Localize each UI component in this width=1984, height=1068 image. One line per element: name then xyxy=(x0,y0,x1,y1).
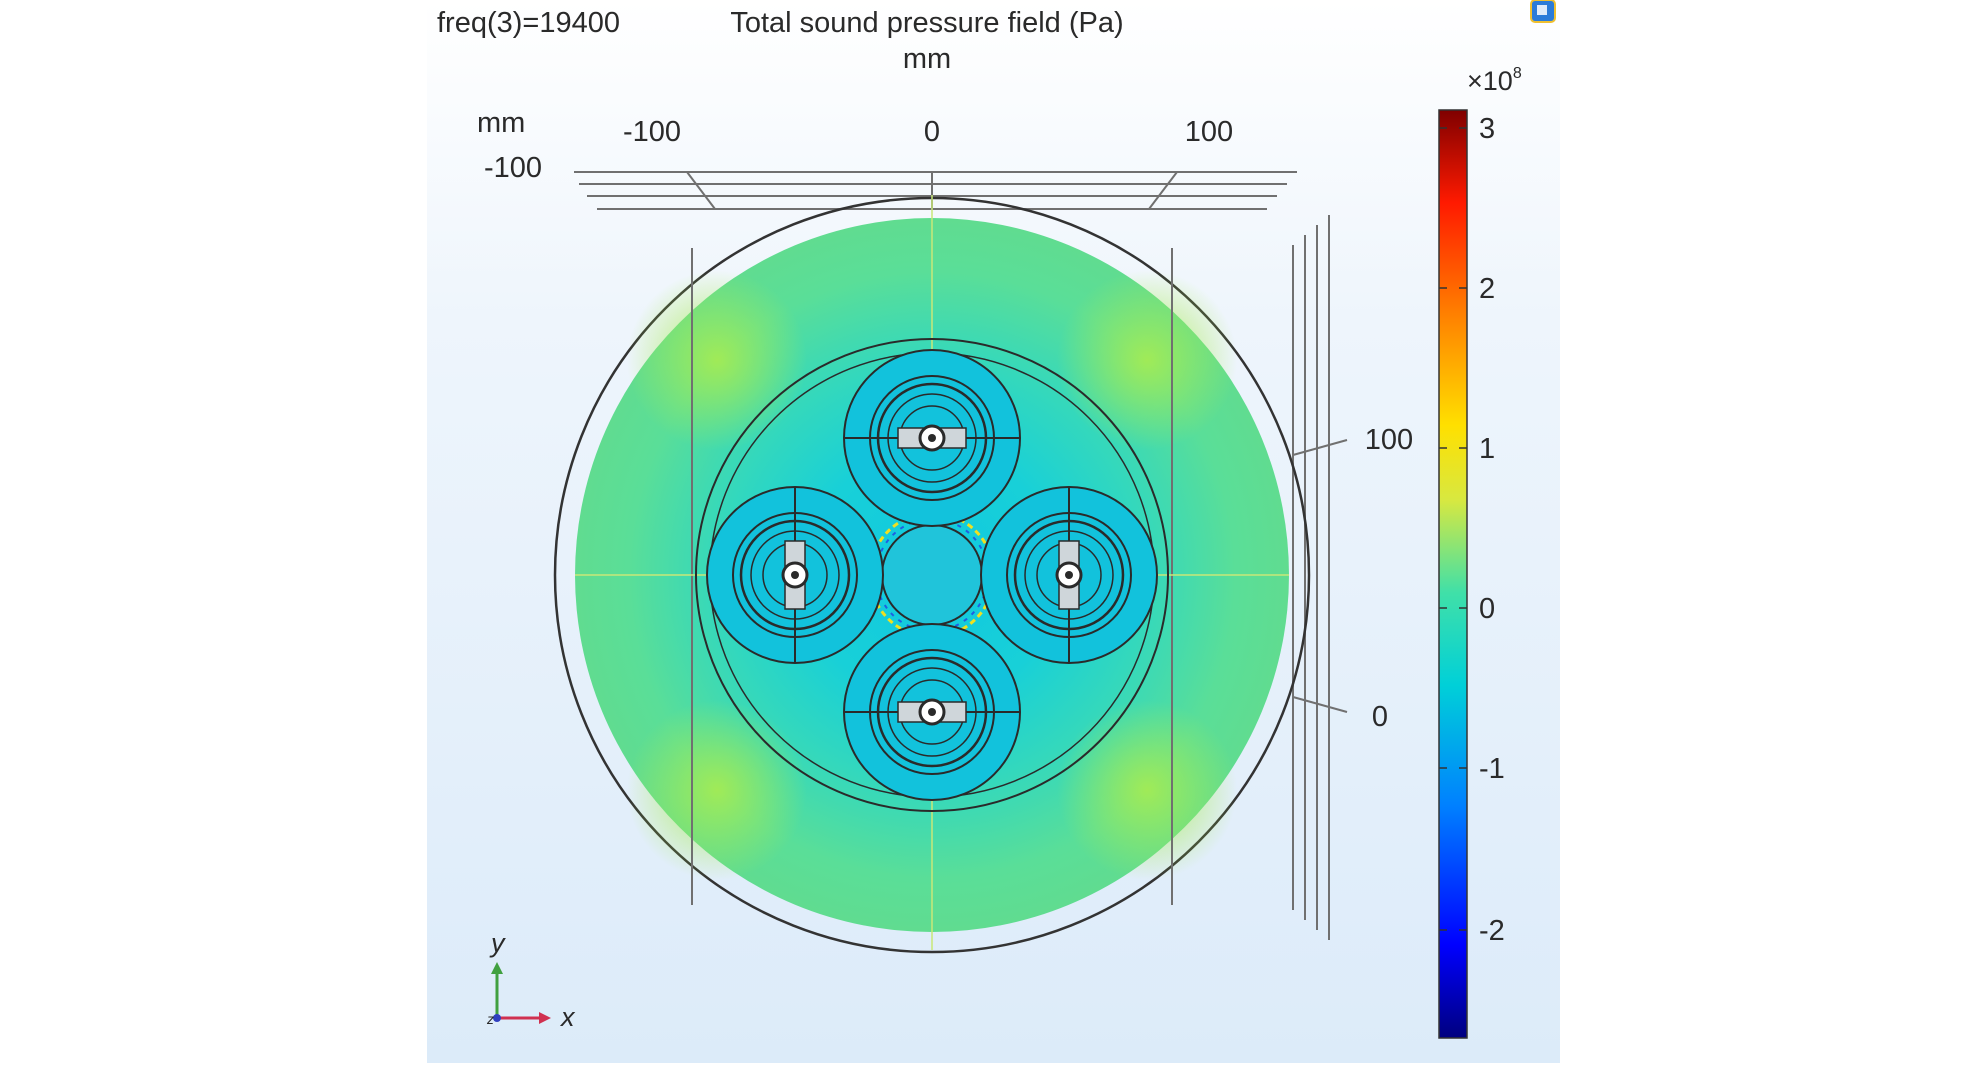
plot-title: Total sound pressure field (Pa) xyxy=(730,7,1123,39)
graphics-viewport[interactable]: freq(3)=19400 Total sound pressure field… xyxy=(427,0,1560,1063)
top-tick-0: 0 xyxy=(924,116,940,148)
left-tick-neg100: -100 xyxy=(484,152,542,184)
guide-lines xyxy=(691,248,1173,905)
frequency-label: freq(3)=19400 xyxy=(437,7,620,39)
viewport-tool-icon[interactable] xyxy=(1530,0,1556,23)
top-scale-lines xyxy=(574,171,1297,210)
colorbar-multiplier: ×108 xyxy=(1467,65,1522,96)
colorbar[interactable] xyxy=(1438,109,1468,1039)
transducer-bottom[interactable] xyxy=(843,623,1021,801)
top-tick-100: 100 xyxy=(1185,116,1233,148)
top-axis-unit: mm xyxy=(477,107,525,139)
colorbar-ticks: 3 2 1 0 -1 -2 xyxy=(1439,113,1505,947)
plot-canvas[interactable]: freq(3)=19400 Total sound pressure field… xyxy=(427,0,1560,1063)
colorbar-tick-label: -1 xyxy=(1479,753,1505,785)
top-tick-neg100: -100 xyxy=(623,116,681,148)
colorbar-tick-label: 1 xyxy=(1479,433,1495,465)
right-tick-0: 0 xyxy=(1372,701,1388,733)
colorbar-tick-label: 2 xyxy=(1479,273,1495,305)
housing-circle-outer xyxy=(695,338,1169,812)
triad-x-label: x xyxy=(559,1002,576,1032)
field-hotspots xyxy=(627,270,1237,880)
transducer-group xyxy=(706,349,1158,801)
colorbar-exponent: 8 xyxy=(1513,65,1522,82)
triad-z-label: z xyxy=(486,1011,494,1027)
right-scale-lines xyxy=(1292,215,1348,940)
colorbar-tick-label: -2 xyxy=(1479,915,1505,947)
right-tick-100: 100 xyxy=(1365,424,1413,456)
axis-triad: y x z xyxy=(486,928,576,1032)
transducer-left[interactable] xyxy=(706,486,884,664)
colorbar-tick-label: 0 xyxy=(1479,593,1495,625)
triad-y-label: y xyxy=(489,928,506,958)
colorbar-tick-label: 3 xyxy=(1479,113,1495,145)
transducer-right[interactable] xyxy=(980,486,1158,664)
acoustic-model[interactable] xyxy=(553,195,1311,954)
transducer-top[interactable] xyxy=(843,349,1021,527)
title-unit: mm xyxy=(903,43,951,75)
